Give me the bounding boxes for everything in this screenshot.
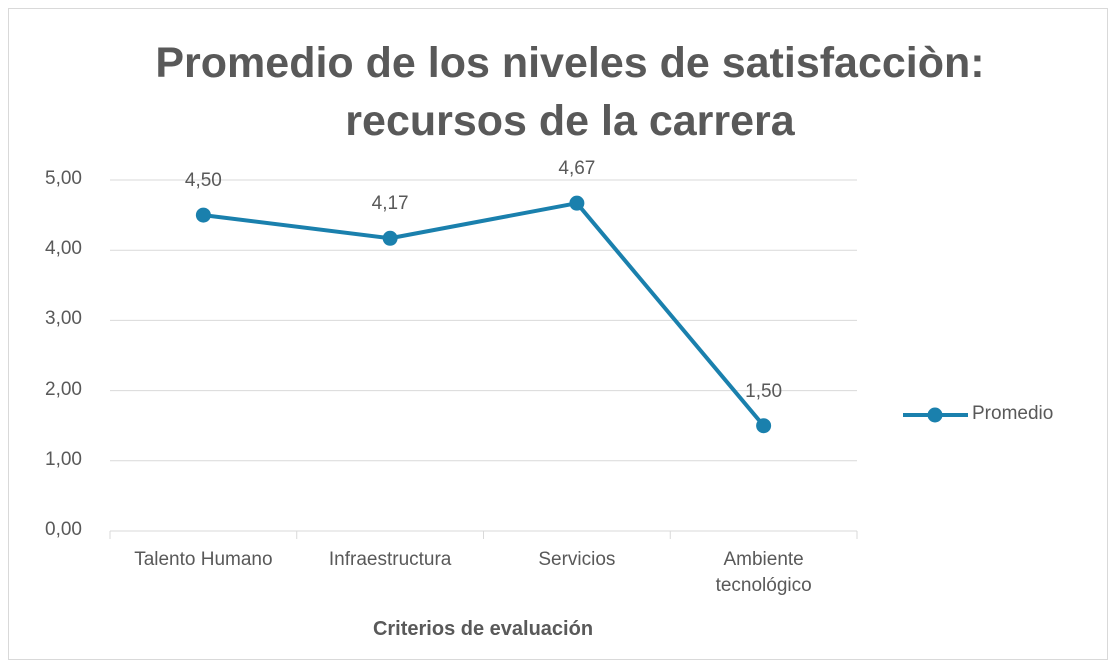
chart-border: [8, 8, 1108, 660]
chart-title: Promedio de los niveles de satisfacciòn:…: [155, 39, 985, 145]
data-point: [195, 207, 211, 223]
x-tick-label: Infraestructura: [328, 549, 452, 570]
data-label: 4,50: [184, 170, 222, 192]
data-point: [756, 418, 772, 434]
y-tick-label: 4,00: [45, 238, 82, 260]
legend-marker: [927, 407, 943, 423]
series-line: [203, 201, 766, 427]
x-tick-label: Talento Humano: [134, 549, 273, 570]
y-tick-label: 1,00: [45, 448, 82, 470]
data-point: [569, 195, 585, 211]
y-tick-label: 0,00: [45, 519, 82, 540]
x-tick-label: Ambiente tecnológico: [715, 549, 812, 596]
x-tick-label: Servicios: [538, 549, 616, 570]
legend-label: Promedio: [972, 403, 1054, 424]
data-point: [382, 230, 398, 246]
y-tick-label: 3,00: [45, 308, 82, 330]
data-label: 4,17: [371, 193, 409, 215]
data-label: 1,50: [745, 380, 783, 402]
x-axis-label: Criterios de evaluación: [372, 618, 594, 640]
y-tick-label: 2,00: [45, 378, 82, 400]
y-tick-label: 5,00: [45, 168, 82, 189]
data-label: 4,67: [558, 158, 596, 180]
